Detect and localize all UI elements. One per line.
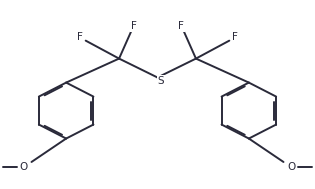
Text: F: F <box>178 21 184 31</box>
Text: O: O <box>287 162 295 172</box>
Text: O: O <box>20 162 28 172</box>
Text: F: F <box>232 32 238 42</box>
Text: F: F <box>131 21 137 31</box>
Text: F: F <box>77 32 83 42</box>
Text: S: S <box>157 76 164 86</box>
